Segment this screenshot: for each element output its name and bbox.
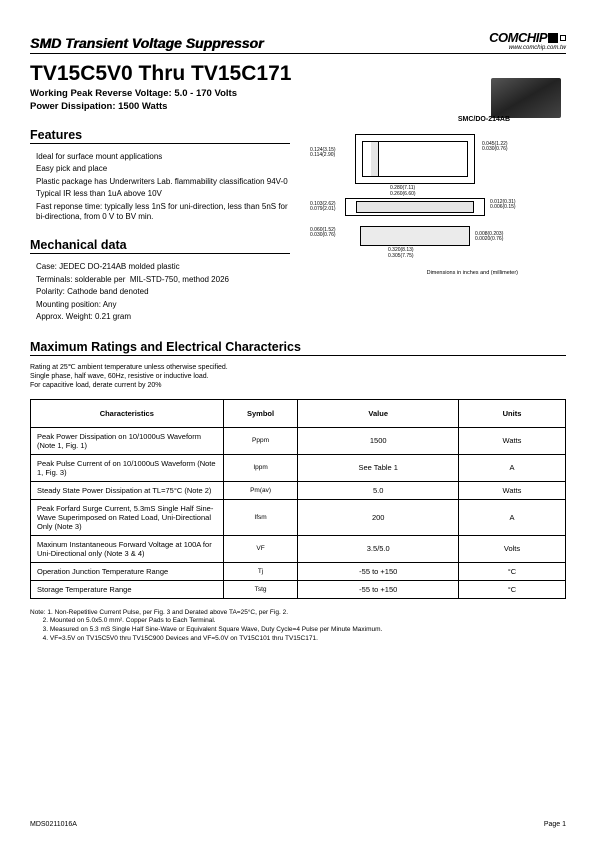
cell-value: 3.5/5.0 bbox=[298, 535, 459, 562]
table-row: Steady State Power Dissipation at TL=75°… bbox=[31, 481, 566, 499]
notes-block: Note: 1. Non-Repetitive Current Pulse, p… bbox=[30, 609, 566, 644]
dim-label: 0.060(1.52) 0.030(0.76) bbox=[310, 228, 336, 238]
col-characteristics: Characteristics bbox=[31, 399, 224, 427]
notes-label: Note: bbox=[30, 609, 46, 616]
spec-line-2: Power Dissipation: 1500 Watts bbox=[30, 101, 566, 112]
cell-value: 5.0 bbox=[298, 481, 459, 499]
features-heading: Features bbox=[30, 128, 290, 144]
features-list: Ideal for surface mount applications Eas… bbox=[30, 152, 290, 222]
pkg-side-inner bbox=[356, 201, 474, 213]
part-number-title: TV15C5V0 Thru TV15C171 bbox=[30, 62, 566, 86]
ratings-heading: Maximum Ratings and Electrical Character… bbox=[30, 340, 566, 356]
logo-square-outline-icon bbox=[560, 35, 566, 41]
table-row: Peak Forfard Surge Current, 5.3mS Single… bbox=[31, 499, 566, 535]
ratings-table: Characteristics Symbol Value Units Peak … bbox=[30, 399, 566, 599]
ratings-tbody: Peak Power Dissipation on 10/1000uS Wave… bbox=[31, 427, 566, 598]
cell-unit: Watts bbox=[458, 481, 565, 499]
note-item: 3. Measured on 5.3 mS Single Half Sine-W… bbox=[43, 626, 383, 633]
col-symbol: Symbol bbox=[223, 399, 298, 427]
table-header-row: Characteristics Symbol Value Units bbox=[31, 399, 566, 427]
dim-label: 0.260(6.60) bbox=[390, 192, 416, 197]
note-item: 4. VF=3.5V on TV15C5V0 thru TV15C900 Dev… bbox=[43, 635, 318, 642]
feature-item: Ideal for surface mount applications bbox=[36, 152, 290, 162]
cell-symbol: Tj bbox=[223, 562, 298, 580]
cell-symbol: Pm(av) bbox=[223, 481, 298, 499]
doc-code: MDS0211016A bbox=[30, 821, 77, 828]
left-column: Features Ideal for surface mount applica… bbox=[30, 112, 290, 324]
pkg-footprint bbox=[360, 226, 470, 246]
cell-characteristic: Operation Junction Temperature Range bbox=[31, 562, 224, 580]
doc-title: SMD Transient Voltage Suppressor bbox=[30, 35, 263, 51]
brand-name: COMCHIP bbox=[489, 30, 566, 45]
cell-symbol: Ifsm bbox=[223, 499, 298, 535]
note-item: 2. Mounted on 5.0x5.0 mm². Copper Pads t… bbox=[43, 617, 216, 624]
mech-item: Polarity: Cathode band denoted bbox=[36, 287, 290, 297]
mech-item: Mounting position: Any bbox=[36, 300, 290, 310]
page-footer: MDS0211016A Page 1 bbox=[30, 821, 566, 828]
note-item: 1. Non-Repetitive Current Pulse, per Fig… bbox=[47, 609, 288, 616]
feature-item: Typical IR less than 1uA above 10V bbox=[36, 189, 290, 199]
cell-value: See Table 1 bbox=[298, 454, 459, 481]
table-row: Maxinum Instantaneous Forward Voltage at… bbox=[31, 535, 566, 562]
cell-characteristic: Peak Power Dissipation on 10/1000uS Wave… bbox=[31, 427, 224, 454]
dim-label: 0.103(2.62) 0.079(2.01) bbox=[310, 202, 336, 212]
package-label: SMC/DO-214AB bbox=[458, 116, 510, 123]
cell-characteristic: Peak Pulse Current of on 10/1000uS Wavef… bbox=[31, 454, 224, 481]
dim-label: 0.045(1.22) 0.030(0.76) bbox=[482, 142, 508, 152]
mech-item: Terminals: solderable per MIL-STD-750, m… bbox=[36, 275, 290, 285]
cell-value: -55 to +150 bbox=[298, 580, 459, 598]
cell-unit: Volts bbox=[458, 535, 565, 562]
cell-symbol: Ippm bbox=[223, 454, 298, 481]
pkg-side-view bbox=[345, 198, 485, 216]
cathode-band bbox=[371, 142, 379, 176]
mechanical-heading: Mechanical data bbox=[30, 238, 290, 254]
cell-characteristic: Storage Temperature Range bbox=[31, 580, 224, 598]
cell-characteristic: Peak Forfard Surge Current, 5.3mS Single… bbox=[31, 499, 224, 535]
right-column: SMC/DO-214AB 0.124(3.15) 0.114(2.90) 0.0… bbox=[310, 112, 566, 324]
brand-logo: COMCHIP www.comchip.com.tw bbox=[489, 30, 566, 51]
dim-label: 0.305(7.75) bbox=[388, 254, 414, 259]
dim-label: 0.012(0.31) 0.006(0.15) bbox=[490, 200, 516, 210]
cell-unit: °C bbox=[458, 580, 565, 598]
package-diagram: SMC/DO-214AB 0.124(3.15) 0.114(2.90) 0.0… bbox=[310, 116, 530, 276]
body-columns: Features Ideal for surface mount applica… bbox=[30, 112, 566, 324]
mechanical-list: Case: JEDEC DO-214AB molded plastic Term… bbox=[30, 262, 290, 322]
cell-unit: A bbox=[458, 499, 565, 535]
cell-symbol: VF bbox=[223, 535, 298, 562]
cell-characteristic: Steady State Power Dissipation at TL=75°… bbox=[31, 481, 224, 499]
cell-characteristic: Maxinum Instantaneous Forward Voltage at… bbox=[31, 535, 224, 562]
feature-item: Fast reponse time: typically less 1nS fo… bbox=[36, 202, 290, 223]
pkg-top-inner bbox=[362, 141, 468, 177]
brand-url: www.comchip.com.tw bbox=[489, 45, 566, 51]
table-row: Operation Junction Temperature RangeTj-5… bbox=[31, 562, 566, 580]
cell-unit: °C bbox=[458, 562, 565, 580]
feature-item: Plastic package has Underwriters Lab. fl… bbox=[36, 177, 290, 187]
cell-value: 1500 bbox=[298, 427, 459, 454]
table-row: Storage Temperature RangeTstg-55 to +150… bbox=[31, 580, 566, 598]
spec-line-1: Working Peak Reverse Voltage: 5.0 - 170 … bbox=[30, 88, 566, 99]
cell-unit: Watts bbox=[458, 427, 565, 454]
header: SMD Transient Voltage Suppressor COMCHIP… bbox=[30, 30, 566, 54]
table-row: Peak Pulse Current of on 10/1000uS Wavef… bbox=[31, 454, 566, 481]
pkg-top-view bbox=[355, 134, 475, 184]
cell-value: 200 bbox=[298, 499, 459, 535]
page-number: Page 1 bbox=[544, 821, 566, 828]
cell-symbol: Pppm bbox=[223, 427, 298, 454]
mech-item: Case: JEDEC DO-214AB molded plastic bbox=[36, 262, 290, 272]
mech-item: Approx. Weight: 0.21 gram bbox=[36, 312, 290, 322]
dim-label: 0.008(0.203) 0.0020(0.76) bbox=[475, 232, 503, 242]
table-row: Peak Power Dissipation on 10/1000uS Wave… bbox=[31, 427, 566, 454]
col-value: Value bbox=[298, 399, 459, 427]
brand-text: COMCHIP bbox=[489, 30, 547, 45]
logo-square-icon bbox=[548, 33, 558, 43]
feature-item: Easy pick and place bbox=[36, 164, 290, 174]
cell-symbol: Tstg bbox=[223, 580, 298, 598]
dim-label: 0.124(3.15) 0.114(2.90) bbox=[310, 148, 336, 158]
cell-unit: A bbox=[458, 454, 565, 481]
col-units: Units bbox=[458, 399, 565, 427]
diagram-caption: Dimensions in inches and (millimeter) bbox=[427, 270, 518, 276]
ratings-intro: Rating at 25℃ ambient temperature unless… bbox=[30, 364, 566, 390]
cell-value: -55 to +150 bbox=[298, 562, 459, 580]
